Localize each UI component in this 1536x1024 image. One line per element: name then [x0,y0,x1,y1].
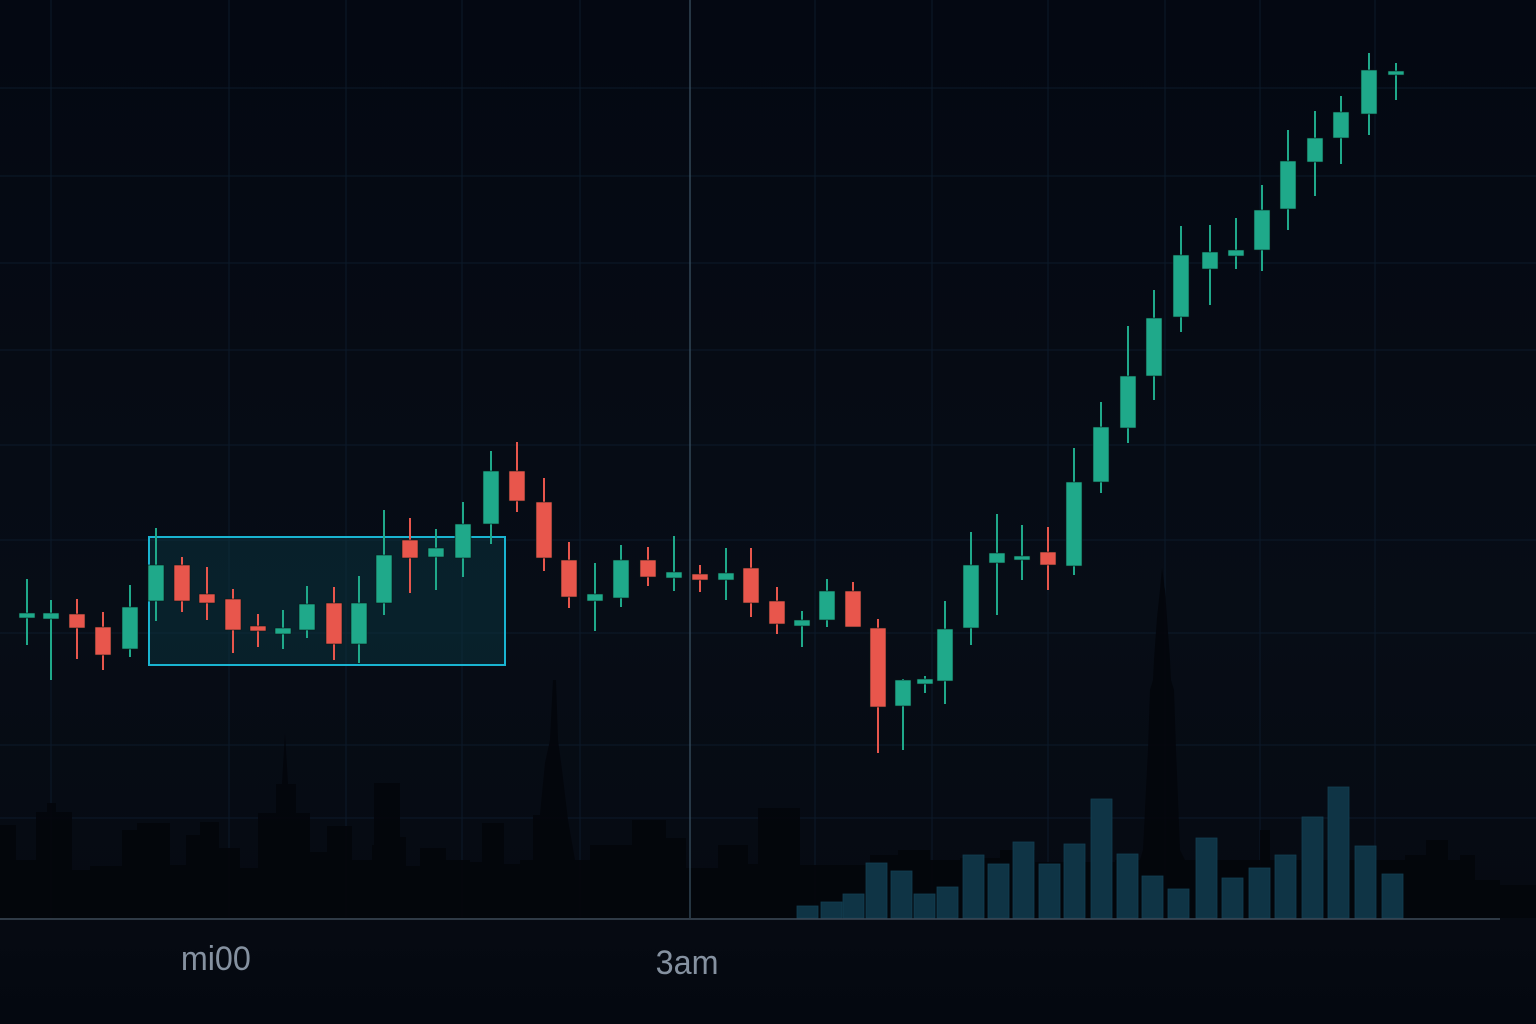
candle-bearish[interactable] [535,478,553,571]
candle-bullish[interactable] [1013,525,1031,580]
candle-bullish[interactable] [818,579,836,627]
candle-bullish[interactable] [1145,290,1163,400]
candle-bearish[interactable] [249,614,267,647]
volume-bar [890,870,913,919]
candle-bullish[interactable] [1332,96,1350,164]
candle-bullish[interactable] [298,586,316,638]
candle-bullish[interactable] [1065,448,1083,575]
volume-bar [1012,841,1035,919]
candlesticks [18,53,1405,753]
candle-bullish[interactable] [1306,111,1324,196]
x-axis-tick-label: mi00 [180,940,251,978]
candle-bullish[interactable] [1279,130,1297,230]
volume-bars [796,786,1404,919]
volume-bar [1116,853,1139,919]
volume-bar [1195,837,1218,919]
candle-bearish[interactable] [94,612,112,670]
candle-bullish[interactable] [894,679,912,750]
candle-bearish[interactable] [691,565,709,592]
candle-bullish[interactable] [18,579,36,645]
candle-bearish[interactable] [742,548,760,617]
candle-bearish[interactable] [68,599,86,659]
candle-bullish[interactable] [42,600,60,680]
volume-bar [796,905,819,919]
candle-bullish[interactable] [793,611,811,647]
candle-bullish[interactable] [586,563,604,631]
volume-bar [1248,867,1271,919]
candle-bearish[interactable] [869,619,887,753]
city-skyline-silhouette [0,568,1536,918]
candle-bullish[interactable] [1172,226,1190,332]
candle-bullish[interactable] [274,610,292,649]
candle-bullish[interactable] [427,529,445,590]
volume-bar [1090,798,1113,919]
candle-bullish[interactable] [1387,63,1405,100]
volume-bar [865,862,888,919]
volume-bar [936,886,959,919]
candle-bearish[interactable] [198,567,216,620]
volume-bar [1274,854,1297,919]
volume-bar [1038,863,1061,919]
volume-bar [1167,888,1190,919]
candle-bullish[interactable] [936,601,954,704]
candle-bearish[interactable] [401,518,419,593]
candle-bullish[interactable] [147,528,165,621]
candle-bearish[interactable] [844,582,862,628]
candle-bullish[interactable] [350,576,368,663]
candle-bullish[interactable] [121,585,139,657]
candle-bearish[interactable] [560,542,578,608]
candle-bullish[interactable] [612,545,630,607]
candle-bullish[interactable] [454,502,472,577]
candle-bullish[interactable] [482,451,500,544]
candle-bullish[interactable] [665,536,683,591]
candle-bullish[interactable] [1253,185,1271,271]
candle-bearish[interactable] [768,587,786,634]
volume-bar [842,893,865,919]
candle-bullish[interactable] [1119,326,1137,443]
candle-bullish[interactable] [375,510,393,615]
candle-bearish[interactable] [173,557,191,612]
volume-bar [962,854,985,919]
candle-bullish[interactable] [1201,225,1219,305]
volume-bar [820,901,843,919]
candle-bearish[interactable] [639,547,657,586]
volume-bar [1354,845,1377,919]
candle-bearish[interactable] [224,589,242,653]
volume-bar [1141,875,1164,919]
volume-bar [913,893,936,919]
candle-bullish[interactable] [1227,218,1245,269]
volume-bar [1327,786,1350,919]
volume-bar [1381,873,1404,919]
candle-bullish[interactable] [988,514,1006,615]
candle-bullish[interactable] [916,676,934,693]
candle-bullish[interactable] [962,532,980,645]
volume-bar [987,863,1010,919]
volume-bar [1063,843,1086,919]
candle-bearish[interactable] [1039,527,1057,590]
volume-bar [1221,877,1244,919]
candle-bearish[interactable] [325,587,343,660]
volume-bar [1301,816,1324,919]
candle-bullish[interactable] [717,548,735,600]
candle-bullish[interactable] [1092,402,1110,493]
candle-bearish[interactable] [508,442,526,512]
candle-bullish[interactable] [1360,53,1378,135]
grid-lines [0,0,1536,918]
x-axis-tick-label: 3am [655,944,719,982]
